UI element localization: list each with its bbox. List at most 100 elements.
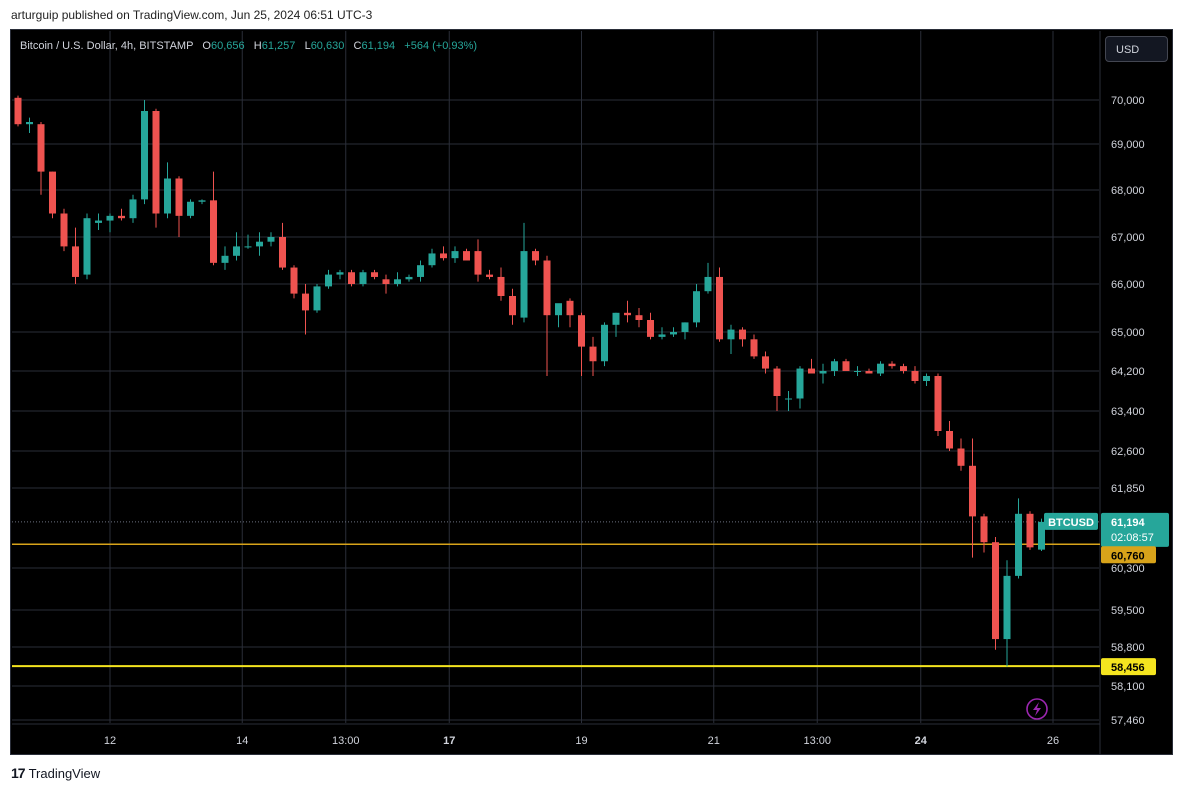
chart-frame[interactable] (10, 29, 1173, 755)
low-value: 60,630 (310, 40, 345, 52)
candle (704, 262, 712, 294)
candle-body (95, 220, 102, 223)
time-tick-label: 17 (443, 735, 455, 747)
candle-body (589, 346, 597, 362)
time-tick-label: 13:00 (332, 735, 360, 747)
candle-body (532, 251, 539, 261)
candle-body (198, 200, 206, 202)
time-tick-label: 13:00 (803, 735, 831, 747)
publisher-line: arturguip published on TradingView.com, … (11, 8, 373, 22)
candle-body (842, 361, 850, 371)
currency-button[interactable]: USD (1105, 36, 1168, 62)
time-tick-label: 21 (708, 735, 720, 747)
candle-body (578, 315, 585, 347)
candle-body (670, 332, 677, 335)
candle-body (164, 178, 171, 214)
candle-body (451, 251, 459, 259)
candle-body (463, 251, 470, 261)
time-tick-label: 14 (236, 735, 248, 747)
candle (417, 260, 424, 282)
price-tick-label: 57,460 (1111, 715, 1145, 727)
open-label: O (202, 40, 211, 52)
candle (106, 213, 114, 233)
candle (1003, 560, 1011, 667)
candle (129, 194, 137, 223)
candle-body (348, 272, 355, 284)
candle (14, 95, 22, 127)
candle-body (555, 303, 562, 316)
candle (1015, 498, 1022, 579)
bolt-icon[interactable] (1026, 698, 1048, 720)
candle (750, 334, 758, 359)
symbol-legend: Bitcoin / U.S. Dollar, 4h, BITSTAMP O60,… (20, 40, 477, 52)
candle-body (152, 111, 160, 214)
candle (601, 322, 608, 367)
candle (934, 373, 942, 436)
candle (773, 366, 781, 411)
candle-body (831, 361, 838, 371)
candle-body (267, 237, 275, 242)
open-value: 60,656 (210, 40, 245, 52)
candle-body (693, 291, 700, 323)
candle (428, 248, 436, 268)
candle-body (704, 276, 712, 292)
candle (474, 239, 482, 282)
tradingview-logo-icon: 17 (11, 765, 26, 781)
candle-body (486, 274, 493, 277)
candle-body (762, 356, 769, 369)
candle-body (635, 315, 643, 320)
candle-body (141, 111, 148, 200)
candle-body (394, 279, 401, 284)
candle (405, 274, 413, 282)
candle (256, 232, 263, 256)
candle-body (256, 241, 263, 247)
candle-body (647, 320, 654, 337)
candle-body (854, 371, 861, 372)
candle-body (37, 124, 45, 172)
candle-body (290, 267, 298, 294)
candle-body (658, 334, 666, 337)
candle (1026, 511, 1034, 550)
last-price-badge (1101, 512, 1169, 547)
candle-body (773, 368, 781, 396)
candle (221, 246, 229, 270)
candle (543, 255, 551, 376)
candle-body (474, 251, 482, 275)
candle-body (509, 296, 516, 316)
horizontal-price-lines (12, 521, 1100, 668)
candle (371, 269, 378, 280)
candle (819, 363, 827, 384)
candle (451, 246, 459, 263)
candle (497, 267, 505, 301)
candle (175, 176, 183, 237)
candle (26, 117, 33, 133)
candle (348, 269, 355, 287)
symbol-tag: BTCUSD (1048, 517, 1094, 529)
price-tick-label: 59,500 (1111, 605, 1145, 617)
time-tick-label: 26 (1047, 735, 1059, 747)
candle-body (129, 199, 137, 219)
candle (302, 284, 309, 335)
price-tick-label: 64,200 (1111, 366, 1145, 378)
tradingview-logo[interactable]: 17 TradingView (11, 765, 100, 781)
price-tick-label: 61,850 (1111, 483, 1145, 495)
candle (95, 213, 102, 230)
candle (589, 336, 597, 376)
candle-body (1026, 513, 1034, 548)
candle-body (302, 293, 309, 311)
price-tick-label: 65,000 (1111, 327, 1145, 339)
candle-body (877, 363, 884, 374)
candle (877, 361, 884, 376)
candle-body (233, 246, 240, 256)
candle (566, 298, 574, 328)
candle-body (417, 265, 424, 277)
candle (957, 438, 965, 471)
candle-body (187, 201, 194, 216)
candle-body (336, 272, 344, 275)
candle (727, 324, 735, 354)
candle (658, 327, 666, 340)
candle (980, 513, 988, 553)
candle-body (72, 246, 79, 277)
price-tick-label: 58,800 (1111, 642, 1145, 654)
